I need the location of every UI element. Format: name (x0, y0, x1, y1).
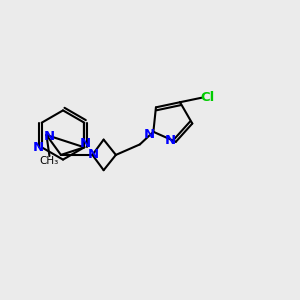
Text: N: N (165, 134, 176, 147)
Text: N: N (144, 128, 155, 141)
Text: Cl: Cl (200, 91, 214, 104)
Text: N: N (32, 141, 44, 154)
Text: N: N (80, 137, 92, 150)
Text: N: N (87, 148, 99, 161)
Text: CH₃: CH₃ (40, 156, 59, 167)
Text: N: N (43, 130, 54, 143)
